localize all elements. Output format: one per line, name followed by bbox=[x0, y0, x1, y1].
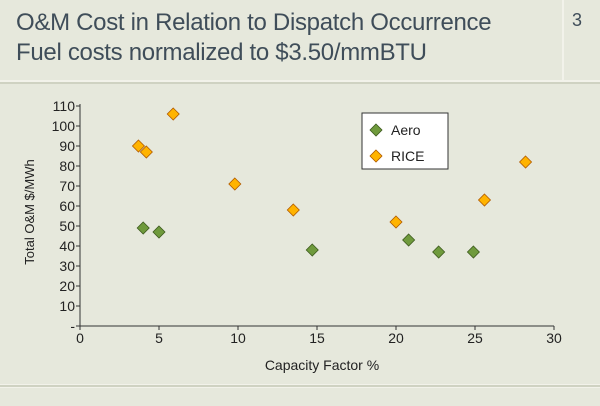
x-tick-label: 30 bbox=[546, 330, 562, 346]
aero-point bbox=[305, 243, 319, 257]
slide-title: O&M Cost in Relation to Dispatch Occurre… bbox=[16, 8, 492, 68]
y-tick-label: 40 bbox=[59, 238, 75, 254]
y-tick-label: 70 bbox=[59, 178, 75, 194]
y-tick-label: 50 bbox=[59, 218, 75, 234]
chart-area bbox=[0, 84, 600, 384]
x-tick-label: 5 bbox=[155, 330, 163, 346]
y-tick-label: - bbox=[70, 318, 75, 334]
aero-point bbox=[152, 225, 166, 239]
y-tick-label: 90 bbox=[59, 138, 75, 154]
x-tick-label: 15 bbox=[309, 330, 325, 346]
title-line-1: O&M Cost in Relation to Dispatch Occurre… bbox=[16, 9, 492, 36]
divider-bottom bbox=[0, 385, 600, 387]
rice-point bbox=[477, 193, 492, 207]
legend-label-aero: Aero bbox=[391, 122, 421, 138]
rice-point bbox=[389, 215, 403, 229]
aero-point bbox=[136, 221, 150, 235]
footer-band bbox=[0, 388, 600, 406]
y-axis-label: Total O&M $/MWh bbox=[22, 159, 37, 264]
x-tick-label: 0 bbox=[76, 330, 84, 346]
header-band bbox=[0, 0, 562, 80]
legend-marker-rice bbox=[369, 149, 383, 163]
aero-point bbox=[402, 233, 416, 247]
divider-top bbox=[0, 82, 600, 84]
legend-marker-aero bbox=[369, 123, 383, 137]
slide-number: 3 bbox=[572, 10, 583, 30]
y-tick-label: 30 bbox=[59, 258, 75, 274]
rice-point bbox=[139, 145, 153, 159]
y-tick-label: 110 bbox=[53, 98, 76, 114]
aero-point bbox=[432, 245, 446, 259]
chart-points bbox=[131, 107, 533, 259]
legend-label-rice: RICE bbox=[391, 148, 424, 164]
x-tick-label: 25 bbox=[467, 330, 483, 346]
x-tick-label: 20 bbox=[388, 330, 404, 346]
x-tick-label: 10 bbox=[230, 330, 246, 346]
y-tick-label: 10 bbox=[59, 298, 75, 314]
rice-point bbox=[228, 177, 242, 191]
rice-point bbox=[518, 155, 533, 169]
x-axis-label: Capacity Factor % bbox=[265, 357, 379, 373]
chart-legend: Aero RICE bbox=[361, 112, 449, 170]
rice-point bbox=[286, 203, 300, 217]
rice-point bbox=[166, 107, 180, 121]
rice-point bbox=[131, 139, 146, 153]
slide-number-box bbox=[564, 0, 600, 80]
y-tick-label: 60 bbox=[59, 198, 75, 214]
title-line-2: Fuel costs normalized to $3.50/mmBTU bbox=[16, 39, 427, 66]
aero-point bbox=[466, 245, 480, 259]
chart-axes: 0 5 10 15 20 25 30 - 10 20 30 40 50 60 70 80 90 100 110 bbox=[52, 98, 562, 346]
y-tick-label: 100 bbox=[52, 118, 76, 134]
y-tick-label: 20 bbox=[59, 278, 75, 294]
y-tick-label: 80 bbox=[59, 158, 75, 174]
